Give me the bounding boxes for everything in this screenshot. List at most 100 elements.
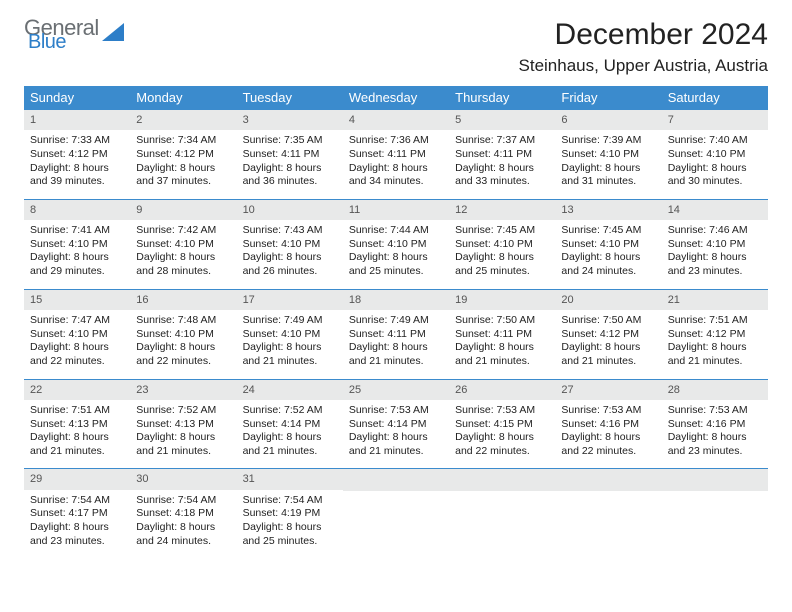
- sunset-line: Sunset: 4:17 PM: [30, 507, 124, 521]
- brand-line2: Blue: [28, 33, 99, 52]
- day-body: [343, 491, 449, 565]
- day-header: Monday: [130, 86, 236, 109]
- sunrise-line: Sunrise: 7:49 AM: [243, 314, 337, 328]
- day-body: Sunrise: 7:39 AMSunset: 4:10 PMDaylight:…: [555, 130, 661, 199]
- sunset-line: Sunset: 4:10 PM: [136, 238, 230, 252]
- daylight-line: Daylight: 8 hours and 28 minutes.: [136, 251, 230, 278]
- sunset-line: Sunset: 4:18 PM: [136, 507, 230, 521]
- day-number: 8: [24, 199, 130, 220]
- calendar-day-cell: 6Sunrise: 7:39 AMSunset: 4:10 PMDaylight…: [555, 109, 661, 199]
- sunrise-line: Sunrise: 7:54 AM: [30, 494, 124, 508]
- day-number: 20: [555, 289, 661, 310]
- day-number: [343, 468, 449, 491]
- day-body: Sunrise: 7:37 AMSunset: 4:11 PMDaylight:…: [449, 130, 555, 199]
- day-body: Sunrise: 7:46 AMSunset: 4:10 PMDaylight:…: [662, 220, 768, 289]
- day-body: Sunrise: 7:53 AMSunset: 4:14 PMDaylight:…: [343, 400, 449, 469]
- calendar-week-row: 15Sunrise: 7:47 AMSunset: 4:10 PMDayligh…: [24, 289, 768, 379]
- sunrise-line: Sunrise: 7:53 AM: [349, 404, 443, 418]
- calendar-day-cell: 15Sunrise: 7:47 AMSunset: 4:10 PMDayligh…: [24, 289, 130, 379]
- day-body: Sunrise: 7:53 AMSunset: 4:16 PMDaylight:…: [555, 400, 661, 469]
- sunrise-line: Sunrise: 7:53 AM: [561, 404, 655, 418]
- day-number: 9: [130, 199, 236, 220]
- daylight-line: Daylight: 8 hours and 31 minutes.: [561, 162, 655, 189]
- daylight-line: Daylight: 8 hours and 33 minutes.: [455, 162, 549, 189]
- calendar-day-cell: 13Sunrise: 7:45 AMSunset: 4:10 PMDayligh…: [555, 199, 661, 289]
- day-number: [555, 468, 661, 491]
- day-body: Sunrise: 7:47 AMSunset: 4:10 PMDaylight:…: [24, 310, 130, 379]
- header-row: General Blue December 2024: [24, 18, 768, 52]
- brand-logo: General Blue: [24, 18, 124, 52]
- day-number: 1: [24, 109, 130, 130]
- day-number: 26: [449, 379, 555, 400]
- sunrise-line: Sunrise: 7:51 AM: [668, 314, 762, 328]
- sunset-line: Sunset: 4:16 PM: [668, 418, 762, 432]
- day-number: 25: [343, 379, 449, 400]
- daylight-line: Daylight: 8 hours and 22 minutes.: [136, 341, 230, 368]
- day-number: 19: [449, 289, 555, 310]
- calendar-day-cell: 28Sunrise: 7:53 AMSunset: 4:16 PMDayligh…: [662, 379, 768, 469]
- calendar-day-cell: 26Sunrise: 7:53 AMSunset: 4:15 PMDayligh…: [449, 379, 555, 469]
- day-body: [449, 491, 555, 565]
- day-header: Tuesday: [237, 86, 343, 109]
- daylight-line: Daylight: 8 hours and 23 minutes.: [30, 521, 124, 548]
- daylight-line: Daylight: 8 hours and 21 minutes.: [30, 431, 124, 458]
- sunrise-line: Sunrise: 7:53 AM: [455, 404, 549, 418]
- month-year-title: December 2024: [555, 18, 768, 52]
- sunrise-line: Sunrise: 7:47 AM: [30, 314, 124, 328]
- day-body: Sunrise: 7:53 AMSunset: 4:15 PMDaylight:…: [449, 400, 555, 469]
- sunrise-line: Sunrise: 7:53 AM: [668, 404, 762, 418]
- daylight-line: Daylight: 8 hours and 21 minutes.: [136, 431, 230, 458]
- day-number: 5: [449, 109, 555, 130]
- sunset-line: Sunset: 4:11 PM: [455, 148, 549, 162]
- sunset-line: Sunset: 4:12 PM: [136, 148, 230, 162]
- day-number: 31: [237, 468, 343, 489]
- day-body: Sunrise: 7:50 AMSunset: 4:11 PMDaylight:…: [449, 310, 555, 379]
- day-number: [662, 468, 768, 491]
- sunrise-line: Sunrise: 7:50 AM: [561, 314, 655, 328]
- day-number: 22: [24, 379, 130, 400]
- day-body: Sunrise: 7:40 AMSunset: 4:10 PMDaylight:…: [662, 130, 768, 199]
- day-body: Sunrise: 7:48 AMSunset: 4:10 PMDaylight:…: [130, 310, 236, 379]
- daylight-line: Daylight: 8 hours and 22 minutes.: [455, 431, 549, 458]
- day-number: 30: [130, 468, 236, 489]
- day-body: Sunrise: 7:41 AMSunset: 4:10 PMDaylight:…: [24, 220, 130, 289]
- daylight-line: Daylight: 8 hours and 24 minutes.: [136, 521, 230, 548]
- sunset-line: Sunset: 4:10 PM: [561, 238, 655, 252]
- sunrise-line: Sunrise: 7:50 AM: [455, 314, 549, 328]
- calendar-day-cell: 30Sunrise: 7:54 AMSunset: 4:18 PMDayligh…: [130, 468, 236, 565]
- day-body: Sunrise: 7:34 AMSunset: 4:12 PMDaylight:…: [130, 130, 236, 199]
- daylight-line: Daylight: 8 hours and 25 minutes.: [349, 251, 443, 278]
- day-header: Thursday: [449, 86, 555, 109]
- sunrise-line: Sunrise: 7:51 AM: [30, 404, 124, 418]
- sunset-line: Sunset: 4:13 PM: [30, 418, 124, 432]
- sunset-line: Sunset: 4:10 PM: [561, 148, 655, 162]
- sunset-line: Sunset: 4:19 PM: [243, 507, 337, 521]
- day-number: 24: [237, 379, 343, 400]
- day-body: Sunrise: 7:44 AMSunset: 4:10 PMDaylight:…: [343, 220, 449, 289]
- day-number: 17: [237, 289, 343, 310]
- daylight-line: Daylight: 8 hours and 23 minutes.: [668, 431, 762, 458]
- daylight-line: Daylight: 8 hours and 25 minutes.: [243, 521, 337, 548]
- day-number: 27: [555, 379, 661, 400]
- calendar-page: General Blue December 2024 Steinhaus, Up…: [0, 0, 792, 565]
- sunrise-line: Sunrise: 7:52 AM: [136, 404, 230, 418]
- calendar-day-cell: [662, 468, 768, 565]
- calendar-day-cell: 5Sunrise: 7:37 AMSunset: 4:11 PMDaylight…: [449, 109, 555, 199]
- calendar-day-cell: 25Sunrise: 7:53 AMSunset: 4:14 PMDayligh…: [343, 379, 449, 469]
- calendar-day-cell: 16Sunrise: 7:48 AMSunset: 4:10 PMDayligh…: [130, 289, 236, 379]
- sunrise-line: Sunrise: 7:44 AM: [349, 224, 443, 238]
- calendar-week-row: 8Sunrise: 7:41 AMSunset: 4:10 PMDaylight…: [24, 199, 768, 289]
- calendar-day-cell: 22Sunrise: 7:51 AMSunset: 4:13 PMDayligh…: [24, 379, 130, 469]
- daylight-line: Daylight: 8 hours and 21 minutes.: [668, 341, 762, 368]
- day-header: Wednesday: [343, 86, 449, 109]
- daylight-line: Daylight: 8 hours and 36 minutes.: [243, 162, 337, 189]
- day-body: Sunrise: 7:51 AMSunset: 4:13 PMDaylight:…: [24, 400, 130, 469]
- day-number: 6: [555, 109, 661, 130]
- sunset-line: Sunset: 4:10 PM: [349, 238, 443, 252]
- sunset-line: Sunset: 4:10 PM: [668, 148, 762, 162]
- sunset-line: Sunset: 4:10 PM: [30, 238, 124, 252]
- sunrise-line: Sunrise: 7:52 AM: [243, 404, 337, 418]
- sunrise-line: Sunrise: 7:33 AM: [30, 134, 124, 148]
- day-number: 13: [555, 199, 661, 220]
- location-subtitle: Steinhaus, Upper Austria, Austria: [24, 56, 768, 76]
